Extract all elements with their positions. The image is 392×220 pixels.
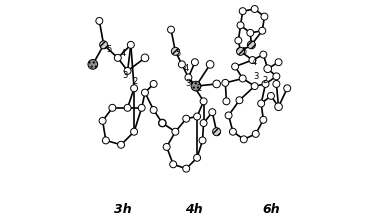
Circle shape bbox=[267, 92, 274, 99]
Circle shape bbox=[239, 8, 246, 15]
Circle shape bbox=[247, 29, 254, 36]
Text: 4: 4 bbox=[183, 64, 189, 73]
Circle shape bbox=[150, 81, 157, 87]
Text: 3h: 3h bbox=[114, 204, 132, 216]
Circle shape bbox=[183, 115, 190, 122]
Circle shape bbox=[124, 104, 131, 111]
Circle shape bbox=[159, 119, 166, 126]
Circle shape bbox=[127, 41, 134, 48]
Circle shape bbox=[170, 161, 177, 168]
Circle shape bbox=[239, 75, 246, 82]
Circle shape bbox=[236, 97, 243, 104]
Circle shape bbox=[100, 41, 108, 49]
Circle shape bbox=[199, 137, 206, 144]
Circle shape bbox=[178, 61, 185, 68]
Text: 5: 5 bbox=[107, 45, 112, 54]
Circle shape bbox=[141, 54, 149, 62]
Circle shape bbox=[223, 98, 230, 105]
Circle shape bbox=[124, 67, 131, 74]
Circle shape bbox=[261, 13, 268, 20]
Circle shape bbox=[172, 128, 179, 135]
Circle shape bbox=[264, 65, 272, 73]
Text: 2: 2 bbox=[263, 76, 268, 85]
Circle shape bbox=[212, 128, 221, 136]
Circle shape bbox=[275, 103, 282, 111]
Text: 4: 4 bbox=[121, 49, 126, 58]
Circle shape bbox=[109, 104, 116, 111]
Circle shape bbox=[258, 100, 265, 107]
Circle shape bbox=[225, 112, 232, 119]
Circle shape bbox=[194, 113, 201, 120]
Circle shape bbox=[236, 47, 245, 55]
Circle shape bbox=[191, 81, 201, 91]
Circle shape bbox=[232, 63, 239, 70]
Circle shape bbox=[167, 26, 174, 33]
Text: 5: 5 bbox=[241, 47, 247, 56]
Circle shape bbox=[273, 81, 280, 87]
Text: 3: 3 bbox=[253, 72, 258, 81]
Circle shape bbox=[249, 57, 256, 64]
Circle shape bbox=[131, 85, 138, 92]
Circle shape bbox=[213, 80, 220, 88]
Text: 4: 4 bbox=[252, 58, 257, 67]
Circle shape bbox=[194, 154, 201, 161]
Circle shape bbox=[142, 89, 149, 96]
Circle shape bbox=[209, 109, 216, 116]
Circle shape bbox=[131, 128, 138, 135]
Circle shape bbox=[252, 130, 259, 137]
Circle shape bbox=[262, 81, 269, 87]
Circle shape bbox=[284, 85, 291, 92]
Text: 4h: 4h bbox=[185, 204, 203, 216]
Circle shape bbox=[114, 54, 121, 61]
Circle shape bbox=[185, 74, 192, 81]
Circle shape bbox=[273, 73, 280, 80]
Circle shape bbox=[247, 41, 256, 49]
Circle shape bbox=[229, 128, 236, 135]
Circle shape bbox=[88, 60, 98, 69]
Circle shape bbox=[102, 137, 109, 144]
Circle shape bbox=[183, 165, 190, 172]
Circle shape bbox=[118, 141, 125, 148]
Circle shape bbox=[200, 98, 207, 105]
Circle shape bbox=[158, 119, 166, 127]
Text: 3: 3 bbox=[123, 71, 128, 80]
Text: 2: 2 bbox=[132, 77, 138, 86]
Circle shape bbox=[235, 37, 242, 44]
Circle shape bbox=[206, 61, 214, 68]
Circle shape bbox=[191, 59, 198, 66]
Circle shape bbox=[259, 27, 266, 34]
Circle shape bbox=[200, 119, 207, 126]
Text: 6h: 6h bbox=[262, 204, 280, 216]
Circle shape bbox=[260, 51, 267, 58]
Circle shape bbox=[237, 22, 244, 29]
Circle shape bbox=[240, 136, 247, 143]
Circle shape bbox=[150, 106, 157, 114]
Text: 5: 5 bbox=[175, 49, 180, 58]
Circle shape bbox=[163, 143, 170, 150]
Circle shape bbox=[251, 6, 258, 13]
Circle shape bbox=[251, 83, 258, 90]
Circle shape bbox=[171, 47, 180, 55]
Circle shape bbox=[222, 79, 229, 86]
Circle shape bbox=[96, 17, 103, 24]
Text: 2: 2 bbox=[197, 84, 202, 93]
Circle shape bbox=[138, 104, 145, 111]
Circle shape bbox=[275, 59, 282, 66]
Circle shape bbox=[99, 117, 106, 124]
Text: 3: 3 bbox=[186, 79, 191, 88]
Circle shape bbox=[260, 116, 267, 123]
